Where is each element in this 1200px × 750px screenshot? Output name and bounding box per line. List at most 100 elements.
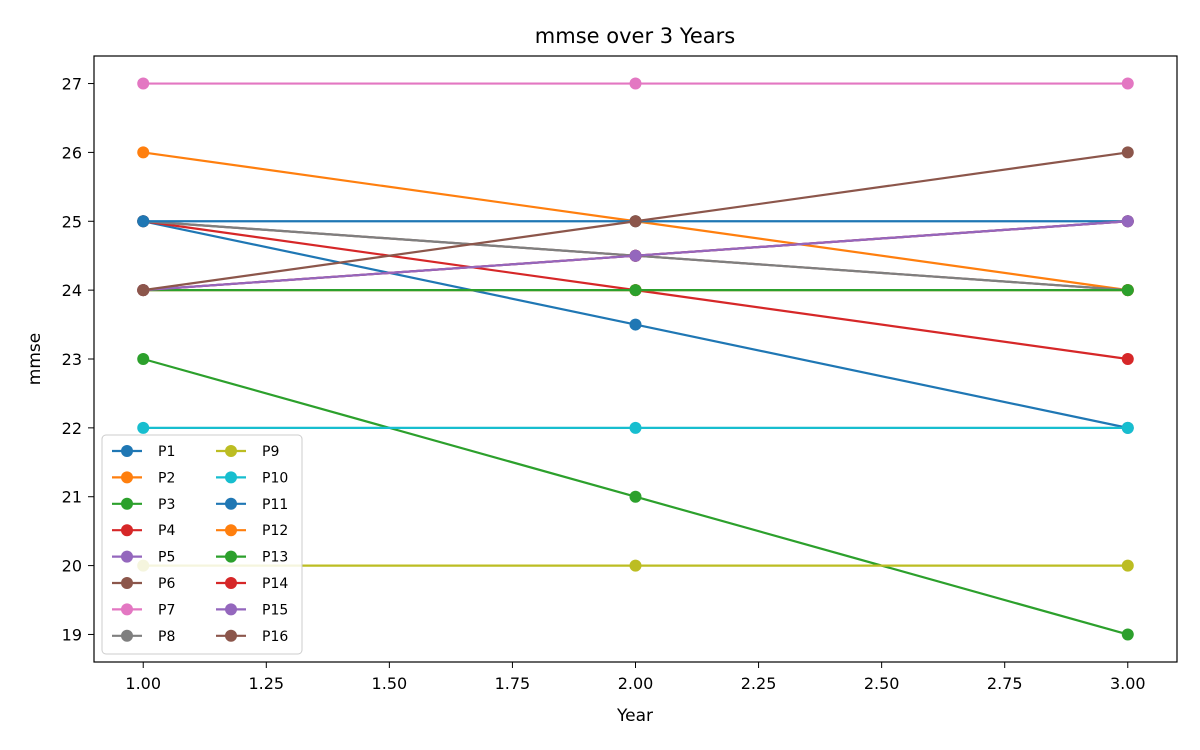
legend-item-P10: P10: [216, 470, 288, 486]
legend-item-P7: P7: [112, 602, 175, 618]
legend-item-P11: P11: [216, 497, 288, 513]
legend-box: [101, 434, 303, 655]
data-point-P9-2: [629, 559, 642, 572]
x-axis-label: Year: [616, 706, 653, 726]
legend-label: P11: [262, 497, 288, 513]
legend-label: P5: [158, 550, 175, 566]
legend-swatch-marker: [121, 577, 133, 589]
legend-item-P14: P14: [216, 576, 288, 592]
legend-swatch-marker: [225, 471, 237, 484]
legend-swatch-marker: [121, 471, 133, 484]
y-tick-label: 23: [62, 350, 82, 369]
legend-item-P9: P9: [216, 444, 279, 460]
legend-item-P6: P6: [112, 576, 175, 592]
data-point-P13-3: [1121, 284, 1134, 297]
series-P10: [137, 421, 1134, 434]
legend: P1 P2 P3 P4 P5 P6 P7 P8 P9 P10 P11 P12 P13 P14 P15 P16: [101, 434, 303, 655]
y-tick-label: 21: [62, 488, 82, 507]
x-tick-label: 1.75: [495, 674, 531, 693]
legend-item-P8: P8: [112, 629, 175, 645]
data-point-P1-2: [629, 318, 642, 331]
legend-label: P7: [158, 602, 175, 618]
y-tick-label: 19: [62, 625, 82, 644]
legend-item-P12: P12: [216, 523, 288, 539]
legend-label: P10: [262, 470, 288, 486]
y-tick-label: 27: [62, 75, 82, 94]
data-point-P10-1: [137, 421, 150, 434]
data-point-P15-3: [1121, 215, 1134, 228]
legend-item-P4: P4: [112, 523, 175, 539]
legend-item-P15: P15: [216, 602, 288, 618]
data-point-P13-2: [629, 284, 642, 297]
y-tick-label: 26: [62, 143, 82, 162]
data-point-P3-2: [629, 490, 642, 503]
data-point-P4-3: [1121, 353, 1134, 365]
data-point-P11-1: [137, 215, 150, 228]
legend-item-P16: P16: [216, 629, 288, 645]
data-point-P7-2: [629, 77, 642, 90]
series-P16: [137, 146, 1134, 297]
legend-swatch-marker: [225, 603, 237, 616]
legend-item-P3: P3: [112, 497, 175, 513]
data-point-P10-3: [1121, 421, 1134, 434]
legend-item-P2: P2: [112, 470, 175, 486]
legend-swatch-marker: [121, 629, 133, 642]
x-tick-label: 3.00: [1110, 674, 1146, 693]
series-P7: [137, 77, 1134, 90]
legend-label: P12: [262, 523, 288, 539]
data-point-P10-2: [629, 421, 642, 434]
legend-label: P3: [158, 497, 175, 513]
legend-item-P13: P13: [216, 550, 288, 566]
legend-swatch-marker: [121, 550, 133, 563]
x-tick-label: 1.00: [125, 674, 161, 693]
legend-swatch-marker: [225, 629, 237, 642]
legend-swatch-marker: [225, 550, 237, 563]
legend-label: P8: [158, 629, 175, 645]
x-tick-label: 2.75: [987, 674, 1023, 693]
y-tick-label: 20: [62, 557, 82, 576]
data-point-P2-1: [137, 146, 150, 159]
legend-label: P14: [262, 576, 288, 592]
legend-label: P4: [158, 523, 175, 539]
data-point-P3-1: [137, 353, 150, 365]
legend-label: P16: [262, 629, 288, 645]
legend-swatch-marker: [121, 497, 133, 510]
data-point-P3-3: [1121, 628, 1134, 641]
data-point-P7-1: [137, 77, 150, 90]
y-tick-label: 24: [62, 281, 82, 300]
legend-label: P15: [262, 602, 288, 618]
x-tick-label: 2.50: [864, 674, 900, 693]
legend-label: P9: [262, 444, 279, 460]
legend-swatch-marker: [225, 445, 237, 457]
x-axis: 1.00 1.25 1.50 1.75 2.00 2.25 2.50 2.75 3.00: [125, 662, 1146, 693]
legend-swatch-marker: [225, 524, 237, 537]
legend-label: P13: [262, 550, 288, 566]
data-point-P15-2: [629, 249, 642, 262]
legend-item-P5: P5: [112, 550, 175, 566]
data-point-P16-2: [629, 215, 642, 228]
legend-swatch-marker: [121, 524, 133, 537]
y-axis-label: mmse: [25, 333, 45, 385]
data-point-P16-1: [137, 284, 150, 297]
x-tick-label: 1.25: [248, 674, 284, 693]
legend-swatch-marker: [225, 497, 237, 510]
y-tick-label: 22: [62, 419, 82, 438]
y-axis: 19 20 21 22 23 24 25 26 27: [62, 75, 94, 644]
data-point-P16-3: [1121, 146, 1134, 159]
legend-label: P2: [158, 470, 175, 486]
x-tick-label: 1.50: [372, 674, 408, 693]
series-layer: [137, 77, 1134, 641]
chart-title: mmse over 3 Years: [535, 24, 735, 48]
legend-swatch-marker: [225, 577, 237, 589]
data-point-P7-3: [1121, 77, 1134, 90]
legend-swatch-marker: [121, 445, 133, 457]
y-tick-label: 25: [62, 212, 82, 231]
legend-label: P6: [158, 576, 175, 592]
legend-swatch-marker: [121, 603, 133, 616]
legend-item-P1: P1: [112, 444, 175, 460]
data-point-P9-3: [1121, 559, 1134, 572]
x-tick-label: 2.25: [741, 674, 777, 693]
x-tick-label: 2.00: [618, 674, 654, 693]
series-P3: [137, 353, 1134, 641]
